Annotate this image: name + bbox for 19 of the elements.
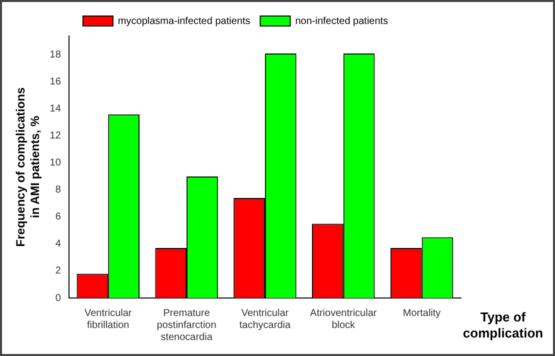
y-tick-label: 4 (55, 238, 62, 250)
x-axis-title: Type of complication (462, 310, 544, 341)
y-tick-label: 12 (50, 130, 62, 142)
x-tick-label: Ventricular fibrillation (84, 308, 132, 331)
x-tick-label: Ventricular tachycardia (239, 308, 291, 331)
y-axis-title: Frequency of complications in AMI patients, % (14, 87, 42, 247)
x-tick-label: Mortality (402, 308, 441, 319)
y-tick-label: 14 (50, 104, 62, 115)
y-tick-label: 18 (50, 50, 62, 61)
y-tick-label: 0 (55, 292, 62, 304)
y-tick-label: 2 (55, 266, 62, 277)
y-tick-label: 10 (50, 158, 62, 169)
y-tick-label: 16 (50, 76, 62, 88)
y-tick-label: 6 (55, 212, 62, 223)
legend-label: non-infected patients (295, 16, 388, 27)
legend-label: mycoplasma-infected patients (118, 16, 250, 27)
x-tick-label: Atrioventricular block (310, 308, 378, 331)
x-tick-label: Premature postinfarction stenocardia (156, 308, 216, 343)
y-tick-label: 8 (55, 184, 62, 196)
